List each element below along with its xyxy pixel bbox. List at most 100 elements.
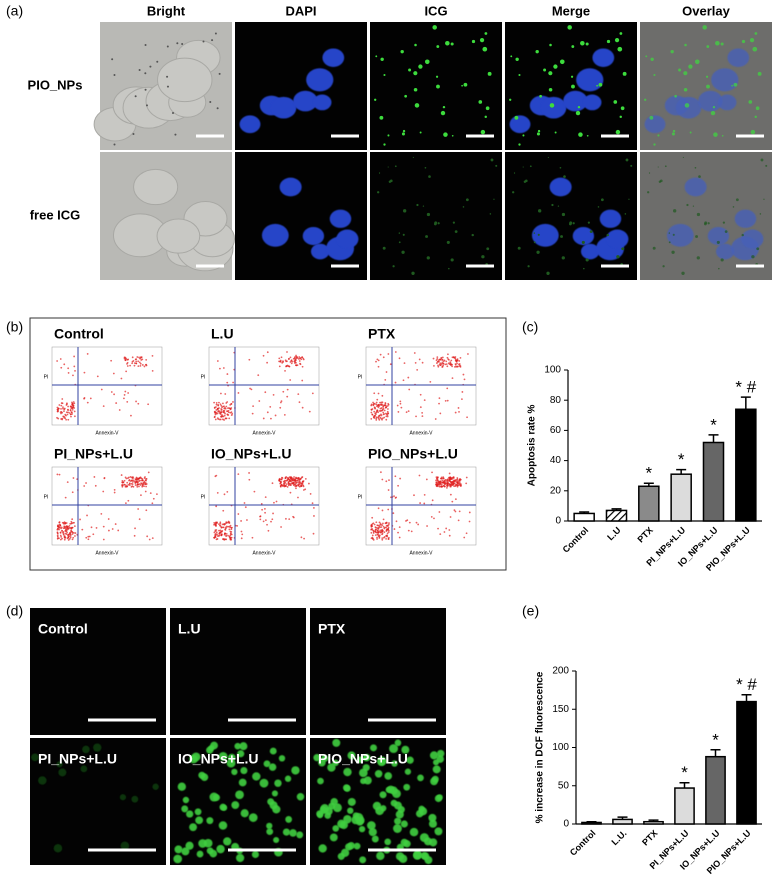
icg-dot xyxy=(581,240,585,245)
icg-dot xyxy=(596,84,598,87)
event xyxy=(438,397,441,400)
event xyxy=(216,417,219,420)
event xyxy=(425,478,428,481)
event xyxy=(448,358,450,361)
event xyxy=(308,410,311,413)
event xyxy=(441,479,444,482)
icg-dot xyxy=(668,232,671,234)
icg-dot xyxy=(480,129,486,135)
event xyxy=(447,479,450,482)
event xyxy=(243,502,246,504)
event xyxy=(458,363,461,365)
cell xyxy=(345,843,353,851)
event xyxy=(222,415,224,418)
cell xyxy=(93,743,102,752)
cell xyxy=(379,791,387,799)
event xyxy=(437,527,439,530)
event xyxy=(385,415,388,418)
event xyxy=(275,500,278,503)
panel-label: (a) xyxy=(6,3,23,19)
bar xyxy=(581,821,602,825)
icg-dot xyxy=(716,240,720,245)
nucleus xyxy=(563,90,588,112)
event xyxy=(130,479,133,482)
icg-dot xyxy=(548,87,553,92)
event xyxy=(418,358,421,361)
event xyxy=(441,361,444,364)
event xyxy=(140,356,143,358)
event xyxy=(456,479,459,482)
icg-dot xyxy=(383,73,386,77)
icg-dot xyxy=(478,100,483,104)
event xyxy=(151,537,154,540)
event xyxy=(137,365,140,368)
icg-dot xyxy=(413,71,418,76)
event xyxy=(283,414,286,416)
event xyxy=(382,522,384,525)
event xyxy=(87,535,90,538)
event xyxy=(450,363,453,366)
event xyxy=(248,478,251,481)
cell xyxy=(395,810,404,819)
icg-dot xyxy=(549,43,552,47)
event xyxy=(219,529,222,532)
nucleus xyxy=(707,226,730,246)
error-bar xyxy=(708,434,719,443)
event xyxy=(280,478,283,481)
event xyxy=(60,412,62,415)
icg-dot xyxy=(720,258,724,262)
event xyxy=(395,520,398,523)
event xyxy=(127,483,130,486)
event xyxy=(379,401,381,404)
icg-dot xyxy=(683,71,688,76)
icg-dot xyxy=(411,271,415,275)
cell xyxy=(409,827,419,837)
event xyxy=(436,362,438,364)
icg-dot xyxy=(765,164,768,167)
event xyxy=(284,369,286,372)
event xyxy=(285,365,288,367)
event xyxy=(215,531,218,534)
event xyxy=(123,394,126,396)
icg-dot xyxy=(398,232,401,234)
icg-dot xyxy=(645,55,648,58)
event xyxy=(380,523,383,526)
event xyxy=(405,411,408,414)
event xyxy=(380,403,382,406)
fluorescence-image: L.U xyxy=(170,608,306,735)
icg-dot xyxy=(621,247,625,251)
y-axis-label: PI xyxy=(201,374,206,380)
nucleus xyxy=(715,243,735,260)
event xyxy=(289,361,292,363)
event xyxy=(446,399,449,402)
x-tick-label: PTX xyxy=(640,828,659,847)
event xyxy=(399,477,402,480)
event xyxy=(125,502,127,505)
event xyxy=(376,358,379,361)
event xyxy=(226,490,229,493)
event xyxy=(263,507,266,510)
cell xyxy=(360,778,367,785)
cell xyxy=(284,775,292,782)
icg-dot xyxy=(523,180,527,184)
icg-dot xyxy=(616,255,620,259)
event xyxy=(456,365,459,368)
event xyxy=(270,520,272,523)
icg-dot xyxy=(513,172,516,174)
cell xyxy=(248,813,258,822)
event xyxy=(378,418,381,421)
event xyxy=(441,356,444,359)
icg-dot xyxy=(536,132,540,136)
event xyxy=(85,536,88,539)
nucleus xyxy=(549,177,572,197)
event xyxy=(219,525,222,527)
event xyxy=(237,513,240,515)
cell xyxy=(296,831,304,839)
event xyxy=(56,473,59,476)
icg-dot xyxy=(482,46,488,52)
event xyxy=(292,516,295,519)
event xyxy=(387,529,390,532)
event xyxy=(445,486,448,489)
event xyxy=(110,391,113,393)
event xyxy=(134,527,136,530)
